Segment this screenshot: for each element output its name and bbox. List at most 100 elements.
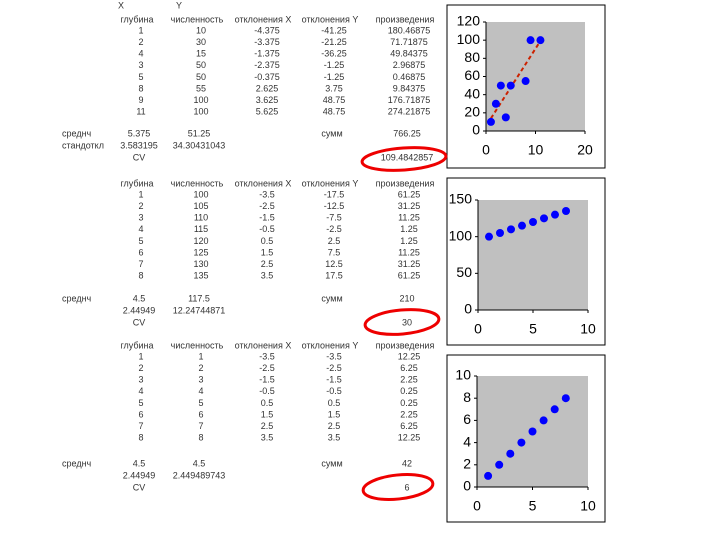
cell: -17.5 — [324, 189, 345, 199]
point — [540, 214, 548, 223]
cell: 48.75 — [323, 107, 346, 117]
cell: 1 — [138, 351, 143, 361]
column-header: численность — [171, 340, 224, 350]
cell: 49.84375 — [390, 49, 428, 59]
point — [561, 394, 570, 403]
cell: 5.625 — [256, 107, 279, 117]
cell: -1.25 — [324, 60, 345, 70]
point — [517, 438, 526, 447]
point — [518, 221, 526, 230]
cell: 15 — [196, 49, 206, 59]
cell: -36.25 — [321, 49, 347, 59]
summary-cell: 4.5 — [133, 458, 146, 468]
summary-cell: сумм — [321, 458, 342, 468]
cell: 125 — [193, 247, 208, 257]
cell: 2.25 — [400, 409, 418, 419]
summary-cell: 12.24744871 — [173, 305, 226, 315]
point — [507, 225, 515, 234]
summary-cell: 34.30431043 — [173, 140, 226, 150]
cell: 4 — [138, 386, 143, 396]
cell: -1.25 — [324, 72, 345, 82]
cell: 31.25 — [398, 201, 421, 211]
cell: 5 — [138, 72, 143, 82]
chart: 0 2 4 6 8 10 0 5 10 — [446, 354, 606, 523]
column-header: произведения — [376, 178, 435, 188]
cell: 8 — [138, 433, 143, 443]
summary-cell: 2.44949 — [123, 470, 156, 480]
cell: 2.5 — [328, 236, 341, 246]
cell: 2.5 — [328, 421, 341, 431]
cell: -0.375 — [254, 72, 280, 82]
cell: 6.25 — [400, 363, 418, 373]
cell: 8 — [198, 433, 203, 443]
summary-cell: CV — [133, 152, 146, 162]
column-header: глубина — [120, 340, 153, 350]
column-header: отклонения Y — [302, 340, 359, 350]
x-tick-label: 0 — [482, 142, 490, 158]
cell: 115 — [194, 224, 208, 234]
highlight-circle — [361, 473, 435, 501]
cell: 135 — [193, 271, 208, 281]
plot-area — [478, 200, 588, 310]
column-header: отклонения Y — [302, 14, 359, 24]
x-tick-label: 5 — [529, 498, 537, 514]
cell: 100 — [193, 189, 208, 199]
cell: 6 — [198, 409, 203, 419]
cell: -4.375 — [254, 25, 280, 35]
cell: 3 — [138, 213, 143, 223]
y-tick-label: 120 — [457, 13, 481, 29]
cell: 1 — [198, 351, 203, 361]
cell: 3 — [198, 375, 203, 385]
cell: -2.5 — [326, 363, 342, 373]
y-tick-label: 6 — [463, 411, 471, 427]
cell: 0.25 — [400, 398, 418, 408]
cell: 1.5 — [261, 247, 274, 257]
point — [551, 210, 559, 219]
cell: 4 — [138, 49, 143, 59]
cell: 11 — [136, 107, 145, 117]
point — [536, 36, 545, 45]
cell: -3.5 — [326, 351, 342, 361]
cell: 3.5 — [261, 271, 274, 281]
y-tick-label: 10 — [455, 367, 471, 383]
cell: 5 — [138, 398, 143, 408]
column-header: отклонения X — [235, 340, 292, 350]
cell: -2.5 — [326, 224, 342, 234]
y-tick-label: 20 — [464, 104, 480, 120]
cell: 100 — [193, 107, 208, 117]
cell: 0.5 — [261, 236, 274, 246]
x-tick-label: 0 — [473, 498, 481, 514]
x-tick-label: 10 — [528, 142, 544, 158]
cell: 120 — [193, 236, 208, 246]
cell: -1.375 — [254, 49, 280, 59]
cell: -21.25 — [321, 37, 347, 47]
column-header: численность — [171, 14, 224, 24]
column-header: глубина — [120, 14, 153, 24]
cell: 7 — [138, 421, 143, 431]
cell: 2 — [138, 363, 143, 373]
cell: 31.25 — [398, 259, 421, 269]
cell: -3.5 — [259, 351, 275, 361]
summary-cell: 2.44949 — [123, 305, 156, 315]
cell: 3.75 — [325, 83, 343, 93]
row-label: стандоткл — [62, 140, 104, 150]
cell: -12.5 — [324, 201, 345, 211]
point — [496, 81, 505, 90]
cell: 3.625 — [256, 95, 279, 105]
summary-cell: сумм — [321, 128, 342, 138]
highlight-circle — [363, 308, 441, 336]
column-header: произведения — [376, 340, 435, 350]
cell: 5 — [198, 398, 203, 408]
cell: 8 — [138, 271, 143, 281]
y-tick-label: 150 — [449, 191, 473, 207]
summary-cell: CV — [133, 317, 146, 327]
point — [506, 81, 515, 90]
y-tick-label: 100 — [457, 31, 481, 47]
cell: 3 — [138, 60, 143, 70]
point — [501, 113, 510, 122]
cell: 12.25 — [398, 351, 421, 361]
cell: 1 — [138, 25, 143, 35]
cell: -1.5 — [259, 375, 275, 385]
x-tick-label: 10 — [580, 498, 596, 514]
cell: 130 — [193, 259, 208, 269]
